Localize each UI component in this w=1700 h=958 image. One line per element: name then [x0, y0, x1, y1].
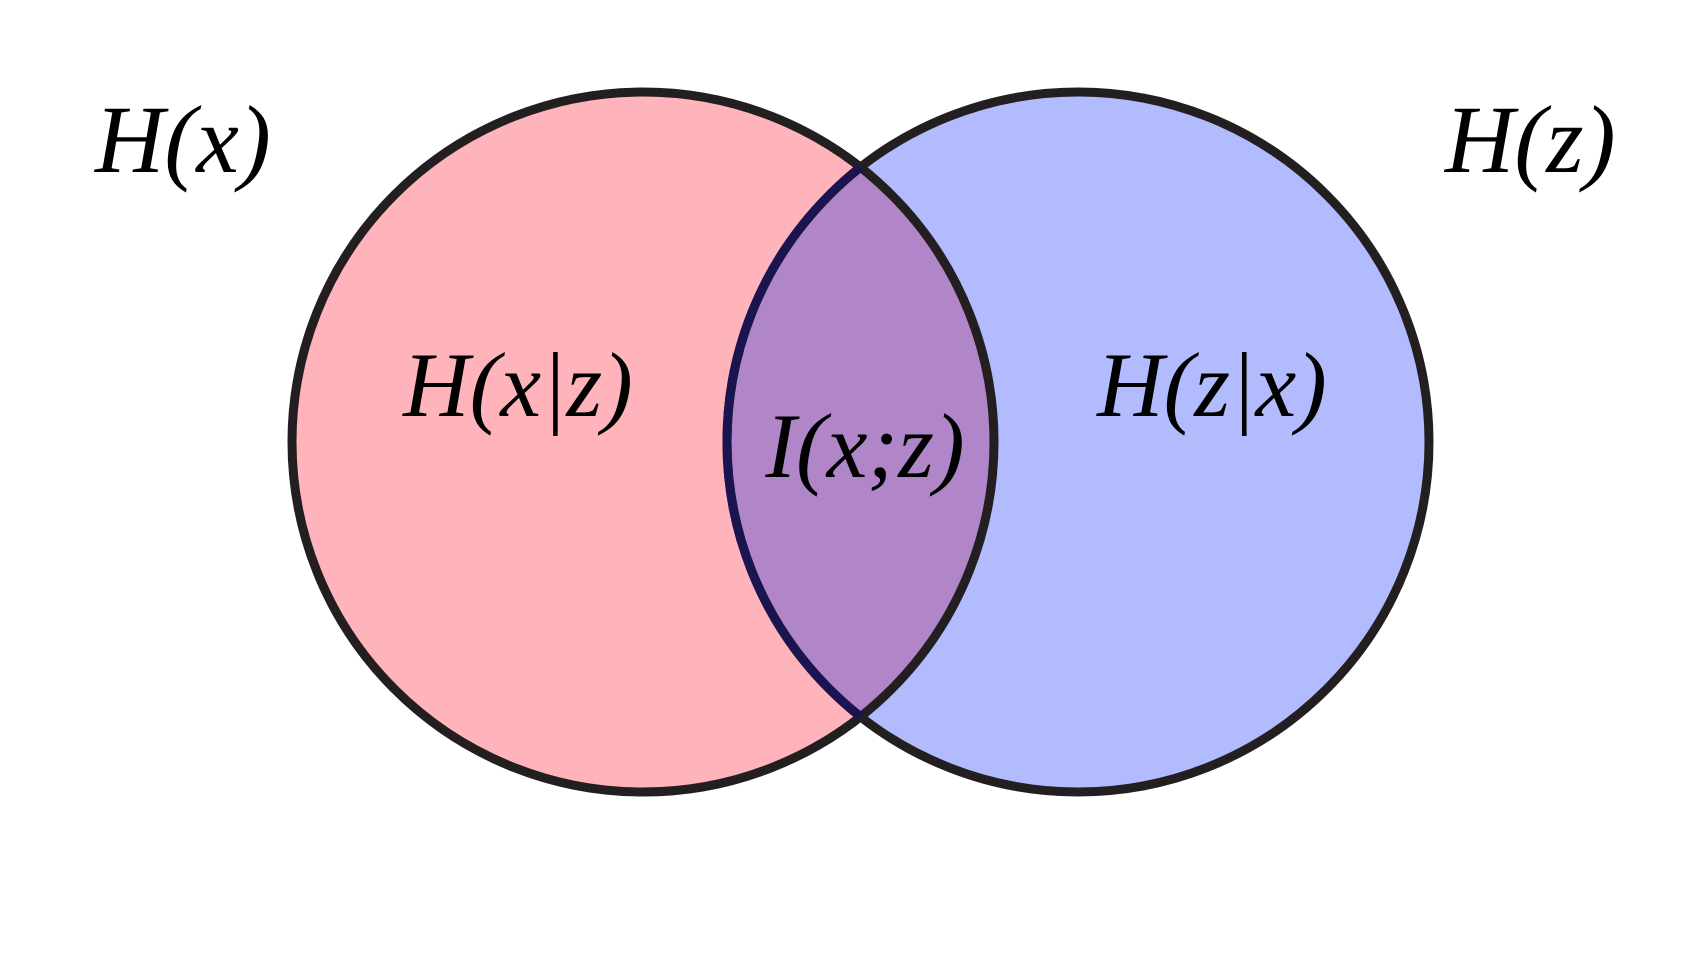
set-z-label: H(z)	[1443, 86, 1616, 193]
intersection-outline	[722, 92, 994, 792]
z-only-region-label: H(z|x)	[1096, 334, 1327, 436]
intersection-region	[727, 92, 994, 792]
x-only-region-label: H(x|z)	[402, 334, 633, 436]
set-x-label: H(x)	[93, 86, 271, 193]
set-x-outline	[287, 87, 999, 797]
overlap-region-label: I(x;z)	[764, 395, 964, 497]
